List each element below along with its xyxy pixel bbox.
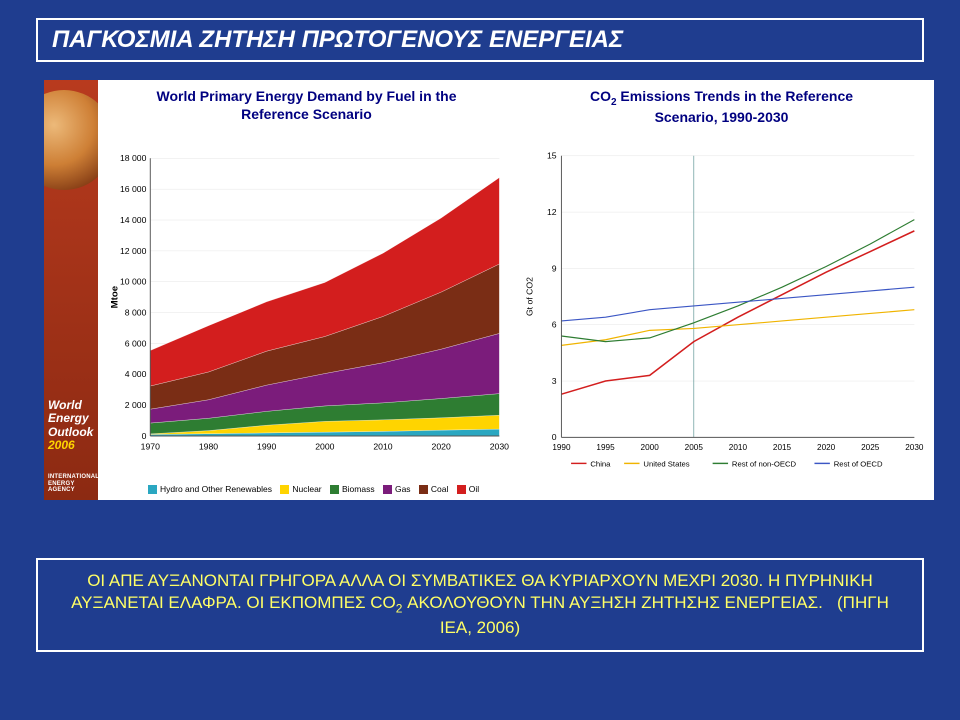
svg-text:8 000: 8 000 bbox=[125, 307, 147, 317]
svg-text:15: 15 bbox=[547, 151, 557, 161]
svg-text:6: 6 bbox=[552, 320, 557, 330]
svg-text:2000: 2000 bbox=[641, 443, 660, 452]
footer-text: ΟΙ ΑΠΕ ΑΥΞΑΝΟΝΤΑΙ ΓΡΗΓΟΡΑ ΑΛΛΑ ΟΙ ΣΥΜΒΑΤ… bbox=[71, 571, 889, 638]
page-title-box: ΠΑΓΚΟΣΜΙΑ ΖΗΤΗΣΗ ΠΡΩΤΟΓΕΝΟΥΣ ΕΝΕΡΓΕΙΑΣ bbox=[36, 18, 924, 62]
charts-area: World Primary Energy Demand by Fuel in t… bbox=[98, 80, 934, 500]
svg-text:Gt of CO2: Gt of CO2 bbox=[525, 277, 535, 316]
svg-text:2025: 2025 bbox=[861, 443, 880, 452]
weo-brand: World Energy Outlook 2006 bbox=[48, 399, 93, 452]
svg-text:0: 0 bbox=[552, 432, 557, 442]
svg-text:6 000: 6 000 bbox=[125, 338, 147, 348]
footer-box: ΟΙ ΑΠΕ ΑΥΞΑΝΟΝΤΑΙ ΓΡΗΓΟΡΑ ΑΛΛΑ ΟΙ ΣΥΜΒΑΤ… bbox=[36, 558, 924, 652]
svg-text:1990: 1990 bbox=[257, 442, 276, 452]
svg-text:China: China bbox=[590, 459, 611, 468]
svg-text:2020: 2020 bbox=[432, 442, 451, 452]
svg-text:2015: 2015 bbox=[773, 443, 792, 452]
svg-text:1995: 1995 bbox=[596, 443, 615, 452]
svg-text:2030: 2030 bbox=[490, 442, 509, 452]
iea-label: INTERNATIONAL ENERGY AGENCY bbox=[48, 474, 98, 494]
weo-l3: Outlook bbox=[48, 426, 93, 439]
svg-text:United States: United States bbox=[643, 459, 689, 468]
svg-text:14 000: 14 000 bbox=[120, 215, 147, 225]
svg-text:Mtoe: Mtoe bbox=[110, 285, 121, 308]
svg-text:2010: 2010 bbox=[373, 442, 392, 452]
svg-text:9: 9 bbox=[552, 263, 557, 273]
svg-text:16 000: 16 000 bbox=[120, 184, 147, 194]
svg-text:Rest of non-OECD: Rest of non-OECD bbox=[732, 459, 797, 468]
weo-sidebar: World Energy Outlook 2006 INTERNATIONAL … bbox=[44, 80, 98, 500]
svg-text:12: 12 bbox=[547, 207, 557, 217]
svg-text:0: 0 bbox=[142, 431, 147, 441]
svg-text:10 000: 10 000 bbox=[120, 277, 147, 287]
svg-text:2000: 2000 bbox=[315, 442, 334, 452]
main-panel: World Energy Outlook 2006 INTERNATIONAL … bbox=[44, 80, 934, 500]
chart-left-block: World Primary Energy Demand by Fuel in t… bbox=[104, 88, 509, 496]
svg-text:3: 3 bbox=[552, 376, 557, 386]
svg-text:4 000: 4 000 bbox=[125, 369, 147, 379]
svg-text:1980: 1980 bbox=[199, 442, 218, 452]
svg-text:2020: 2020 bbox=[817, 443, 836, 452]
svg-text:1970: 1970 bbox=[141, 442, 160, 452]
chart-left-legend: Hydro and Other Renewables Nuclear Bioma… bbox=[104, 482, 509, 496]
svg-text:2 000: 2 000 bbox=[125, 400, 147, 410]
svg-text:2030: 2030 bbox=[905, 443, 924, 452]
svg-text:Rest of OECD: Rest of OECD bbox=[834, 459, 883, 468]
svg-text:2005: 2005 bbox=[685, 443, 704, 452]
chart-right: 0 3 6 9 12 15 1990 1995 2000 2005 2010 2015 2020 2025… bbox=[519, 128, 924, 496]
weo-l2: Energy bbox=[48, 412, 93, 425]
chart-right-title: CO2 Emissions Trends in the ReferenceSce… bbox=[519, 88, 924, 128]
chart-left-title: World Primary Energy Demand by Fuel in t… bbox=[104, 88, 509, 128]
svg-text:2010: 2010 bbox=[729, 443, 748, 452]
chart-left: 0 2 000 4 000 6 000 8 000 10 000 12 000 14 000 1… bbox=[104, 128, 509, 482]
page-title: ΠΑΓΚΟΣΜΙΑ ΖΗΤΗΣΗ ΠΡΩΤΟΓΕΝΟΥΣ ΕΝΕΡΓΕΙΑΣ bbox=[52, 26, 623, 53]
weo-year: 2006 bbox=[48, 439, 93, 452]
chart-right-block: CO2 Emissions Trends in the ReferenceSce… bbox=[519, 88, 924, 496]
svg-text:1990: 1990 bbox=[552, 443, 571, 452]
svg-text:18 000: 18 000 bbox=[120, 153, 147, 163]
globe-graphic bbox=[44, 90, 98, 190]
svg-text:12 000: 12 000 bbox=[120, 246, 147, 256]
